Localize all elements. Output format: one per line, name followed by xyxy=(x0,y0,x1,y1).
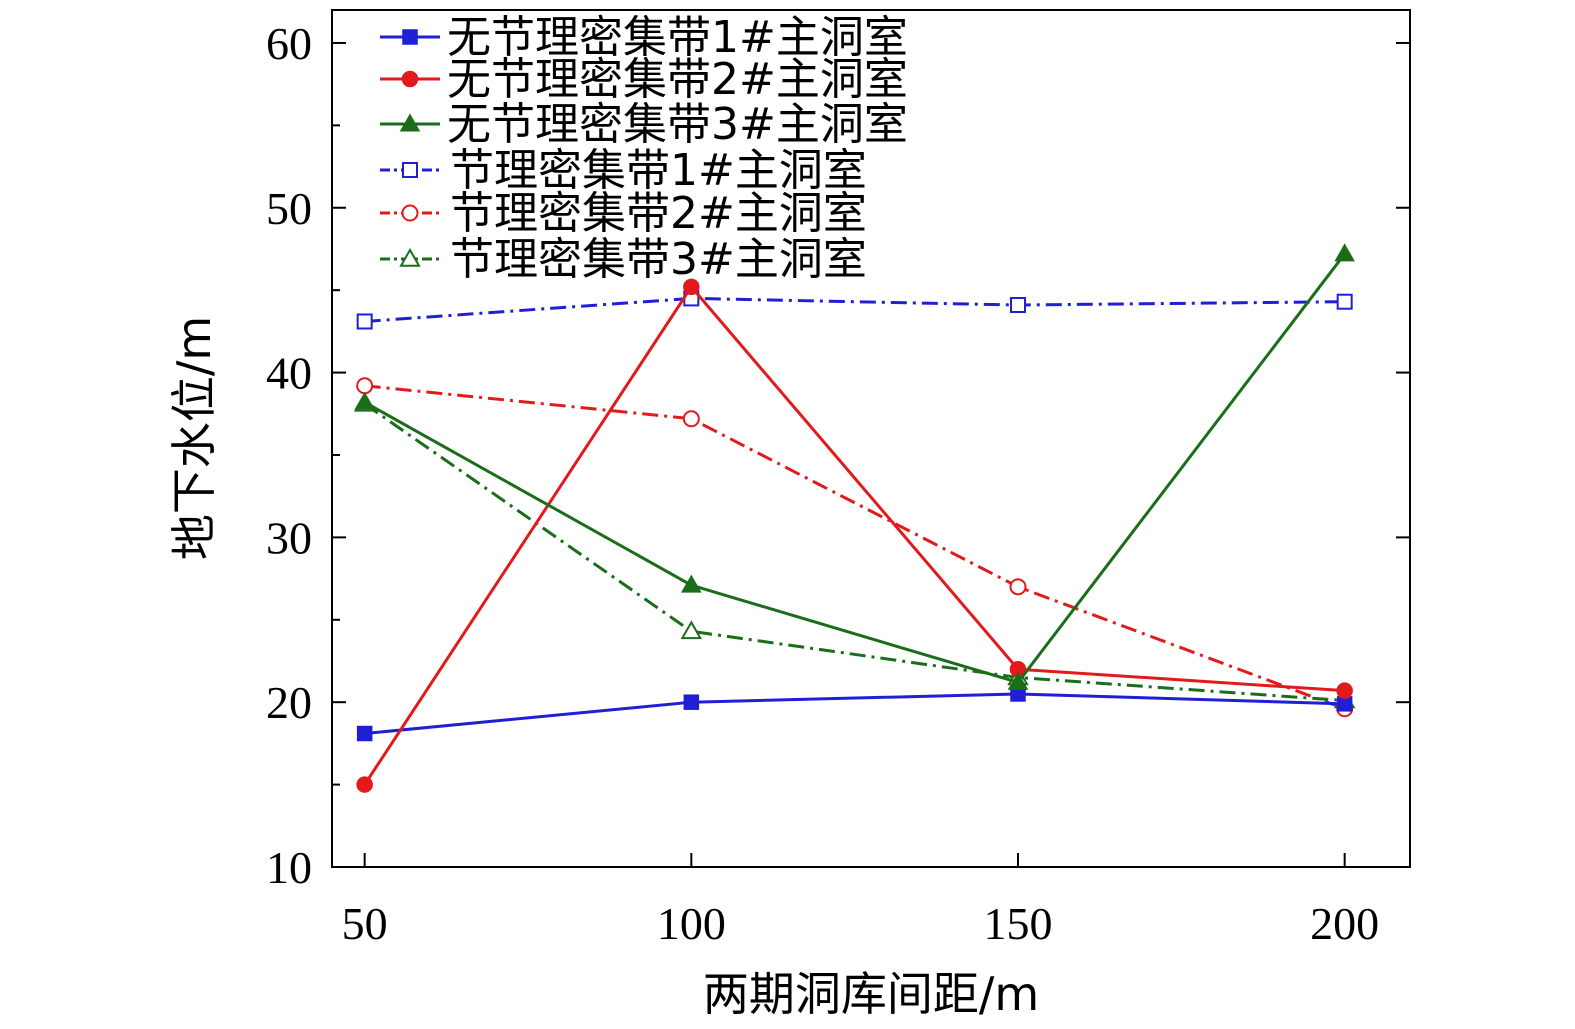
legend-label: 无节理密集带2#主洞室 xyxy=(447,54,908,105)
data-point xyxy=(680,620,703,640)
legend-marker xyxy=(399,247,421,267)
data-point xyxy=(1336,293,1353,310)
series-layer xyxy=(353,243,1356,793)
legend-marker xyxy=(401,204,419,222)
legend-label: 无节理密集带3#主洞室 xyxy=(447,99,908,150)
series-line xyxy=(363,402,1345,703)
legend-marker xyxy=(402,162,418,178)
data-point xyxy=(1010,297,1026,314)
series-1 xyxy=(356,686,1353,742)
series-6 xyxy=(353,392,1356,709)
x-axis: 50 100 150 200 xyxy=(342,853,1379,949)
legend-marker xyxy=(401,70,419,88)
data-point xyxy=(1009,578,1027,596)
x-tick-label: 200 xyxy=(1310,898,1379,949)
series-line xyxy=(364,384,1346,711)
legend-marker xyxy=(399,113,421,132)
series-line xyxy=(364,692,1345,735)
series-2 xyxy=(356,278,1353,793)
y-axis-title: 地下水位/m xyxy=(167,316,221,560)
legend-marker xyxy=(402,29,418,45)
y-tick-label: 50 xyxy=(266,183,312,234)
data-point xyxy=(356,776,373,793)
legend-item-3: 无节理密集带3#主洞室 xyxy=(380,99,908,150)
y-tick-label: 60 xyxy=(266,18,312,69)
data-point xyxy=(1336,696,1353,712)
x-tick-label: 100 xyxy=(657,898,726,949)
legend-label: 无节理密集带1#主洞室 xyxy=(447,12,908,63)
y-axis: 10 20 30 40 50 60 xyxy=(266,18,1410,893)
legend-label: 节理密集带1#主洞室 xyxy=(450,145,867,196)
x-tick-label: 150 xyxy=(984,898,1053,949)
data-point xyxy=(356,313,373,330)
legend-item-5: 节理密集带2#主洞室 xyxy=(380,188,867,239)
data-point xyxy=(682,410,700,428)
data-point xyxy=(681,574,702,593)
series-line xyxy=(363,285,1345,786)
y-tick-label: 40 xyxy=(266,348,312,399)
data-point xyxy=(683,278,700,296)
series-line xyxy=(363,253,1346,684)
y-tick-label: 20 xyxy=(266,677,312,728)
data-point xyxy=(683,694,700,710)
data-point xyxy=(356,377,374,395)
series-4 xyxy=(356,290,1353,330)
x-tick-label: 50 xyxy=(342,898,388,949)
legend: 无节理密集带1#主洞室无节理密集带2#主洞室无节理密集带3#主洞室节理密集带1#… xyxy=(380,12,908,285)
data-point xyxy=(354,391,375,410)
y-tick-label: 30 xyxy=(266,512,312,563)
data-point xyxy=(1336,682,1353,699)
data-point xyxy=(1334,243,1355,262)
legend-item-4: 节理密集带1#主洞室 xyxy=(380,145,867,196)
data-point xyxy=(356,725,373,742)
series-3 xyxy=(354,243,1355,690)
legend-label: 节理密集带3#主洞室 xyxy=(450,234,867,285)
legend-item-6: 节理密集带3#主洞室 xyxy=(380,234,867,285)
legend-label: 节理密集带2#主洞室 xyxy=(450,188,867,239)
series-line xyxy=(364,296,1345,323)
data-point xyxy=(1007,671,1029,690)
y-tick-label: 10 xyxy=(266,842,312,893)
x-axis-title: 两期洞库间距/m xyxy=(703,967,1039,1021)
series-5 xyxy=(356,377,1354,718)
legend-item-1: 无节理密集带1#主洞室 xyxy=(380,12,908,63)
legend-item-2: 无节理密集带2#主洞室 xyxy=(380,54,908,105)
plot-frame xyxy=(331,9,1411,868)
